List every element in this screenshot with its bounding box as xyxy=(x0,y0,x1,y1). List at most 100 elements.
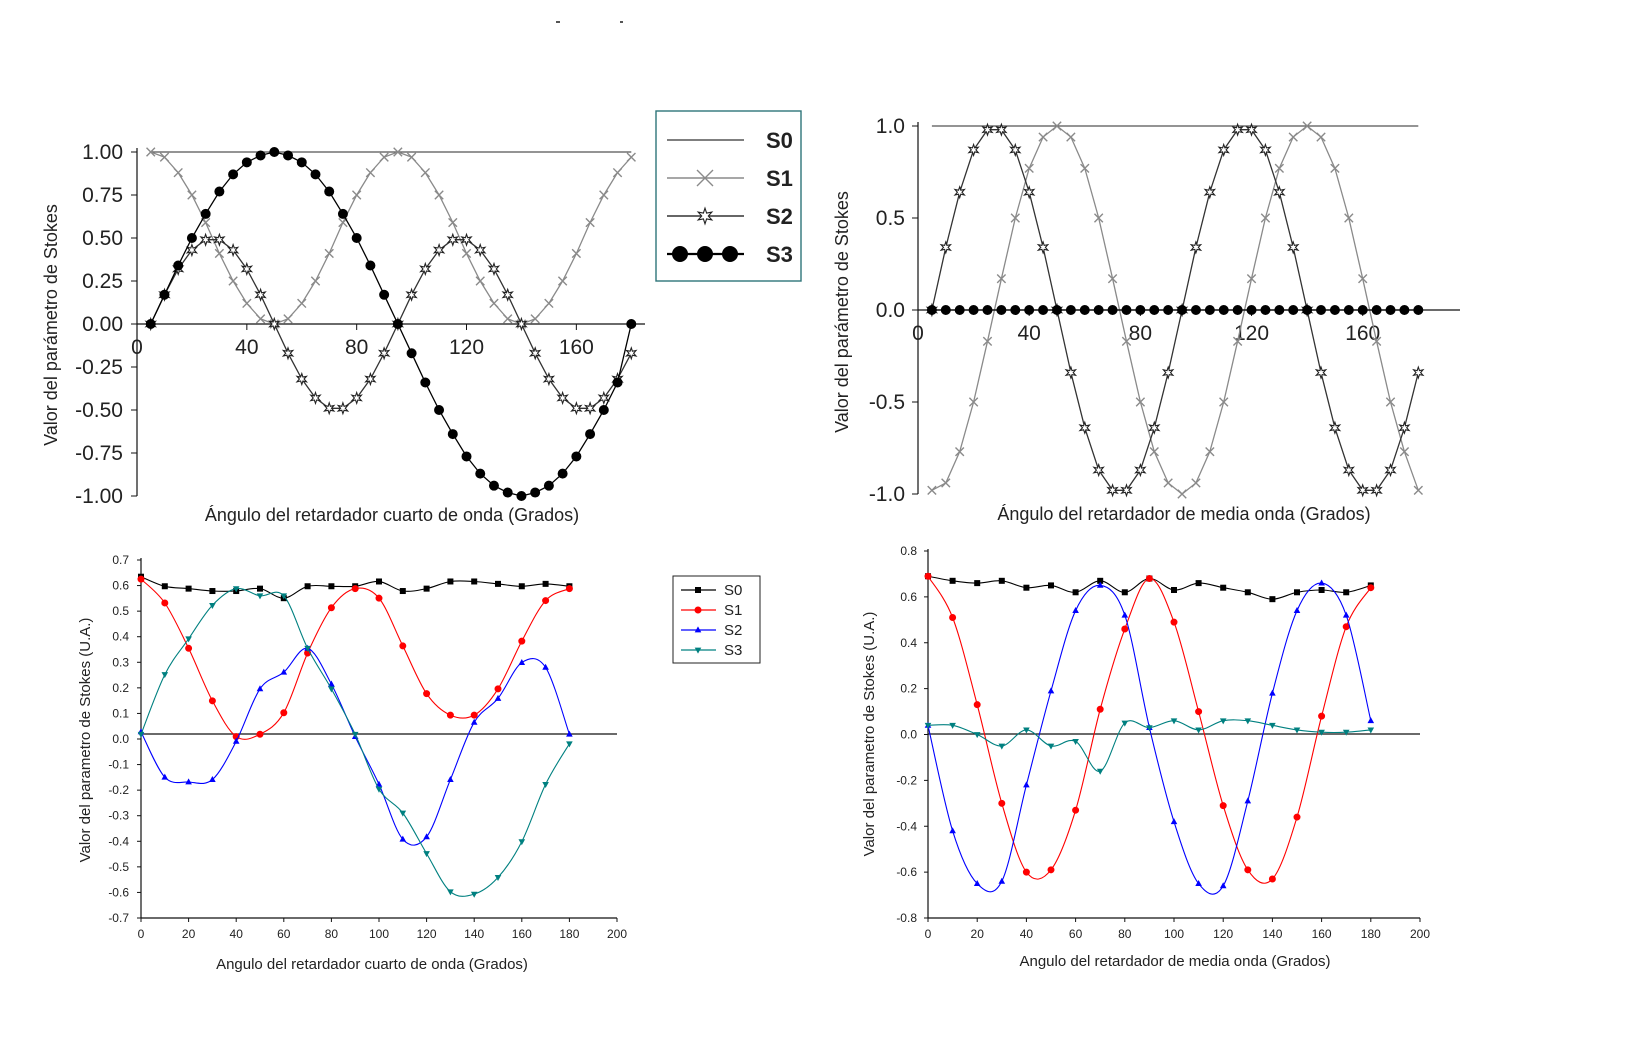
data-point xyxy=(1120,483,1133,498)
data-point xyxy=(1190,305,1201,315)
data-point xyxy=(953,185,966,200)
series-line xyxy=(927,582,1372,895)
data-point xyxy=(626,152,636,162)
legend-top: S0 S1 S2 S3 xyxy=(655,110,802,282)
data-point xyxy=(365,260,376,271)
data-point xyxy=(501,287,514,302)
data-point xyxy=(1163,478,1173,488)
data-point xyxy=(1121,305,1132,315)
series-s2 xyxy=(925,122,1425,498)
data-point xyxy=(949,722,956,729)
data-point xyxy=(949,614,957,622)
y-tick-label: 0.4 xyxy=(900,636,917,650)
data-point xyxy=(941,478,951,488)
data-point xyxy=(557,276,568,286)
series-s2 xyxy=(924,579,1375,895)
data-point xyxy=(565,585,573,593)
y-tick-label: 0.2 xyxy=(900,682,917,696)
y-tick-label: -0.5 xyxy=(869,391,905,414)
y-tick-label: 0.8 xyxy=(900,544,917,558)
data-point xyxy=(1066,132,1076,142)
data-point xyxy=(1371,305,1382,315)
y-tick-label: -0.6 xyxy=(108,885,129,899)
data-point xyxy=(423,833,430,840)
y-tick-label: 0.6 xyxy=(900,590,917,604)
data-point xyxy=(1177,305,1188,315)
data-point xyxy=(1287,240,1300,255)
data-point xyxy=(256,730,264,738)
x-axis-label: Angulo del retardador cuarto de onda (Gr… xyxy=(216,956,528,973)
x-tick-label: 80 xyxy=(325,927,339,941)
data-point xyxy=(1385,397,1396,407)
legend-entry-s2: S2 xyxy=(667,204,793,229)
data-point xyxy=(1163,305,1174,315)
data-point xyxy=(447,775,454,782)
y-tick-label: 1.0 xyxy=(876,115,905,138)
data-point xyxy=(241,157,252,168)
x-tick-label: 160 xyxy=(512,927,532,941)
legend-marker xyxy=(672,246,688,262)
data-point xyxy=(1413,305,1424,315)
data-point xyxy=(557,468,568,479)
data-point xyxy=(949,827,956,834)
data-point xyxy=(544,298,554,309)
data-point xyxy=(973,701,981,709)
data-point xyxy=(1205,446,1215,457)
data-point xyxy=(379,289,390,300)
data-point xyxy=(375,594,383,602)
data-point xyxy=(255,150,266,161)
data-point xyxy=(1219,882,1227,889)
data-point xyxy=(1195,580,1202,587)
data-point xyxy=(423,585,430,592)
x-tick-label: 140 xyxy=(1262,927,1282,941)
data-point xyxy=(489,298,499,309)
legend-label: S3 xyxy=(766,242,793,267)
data-point xyxy=(494,694,502,701)
data-point xyxy=(487,261,501,277)
legend-marker xyxy=(694,647,702,654)
data-point xyxy=(324,186,335,197)
data-point xyxy=(471,578,478,585)
data-point xyxy=(1107,305,1118,315)
data-point xyxy=(1195,879,1202,886)
y-tick-label: -1.00 xyxy=(75,485,123,508)
data-point xyxy=(208,697,216,705)
data-point xyxy=(232,737,240,744)
legend-marker xyxy=(694,606,702,614)
data-point xyxy=(518,839,526,846)
data-point xyxy=(1343,305,1354,315)
data-point xyxy=(1260,213,1271,223)
data-point xyxy=(1121,625,1129,633)
x-tick-label: 160 xyxy=(1345,322,1380,345)
data-point xyxy=(309,390,322,406)
y-tick-label: -0.75 xyxy=(75,442,123,465)
data-point xyxy=(1259,142,1272,158)
data-point xyxy=(1170,618,1178,626)
data-point xyxy=(626,319,637,329)
data-point xyxy=(460,232,473,247)
data-point xyxy=(1047,743,1055,750)
data-point xyxy=(1244,866,1252,874)
data-point xyxy=(446,232,459,247)
data-point xyxy=(1047,866,1055,874)
data-point xyxy=(1219,802,1227,810)
data-point xyxy=(137,575,145,583)
data-point xyxy=(1036,240,1050,255)
data-point xyxy=(461,451,472,462)
data-point xyxy=(296,157,307,168)
series-line xyxy=(140,578,570,740)
legend-label: S0 xyxy=(766,128,793,153)
data-point xyxy=(1412,365,1425,380)
data-point xyxy=(310,169,321,180)
data-point xyxy=(1146,725,1153,732)
data-point xyxy=(1288,305,1299,315)
x-tick-label: 200 xyxy=(1410,927,1430,941)
x-tick-label: 180 xyxy=(559,927,579,941)
data-point xyxy=(214,248,225,259)
data-point xyxy=(1023,727,1030,734)
data-point xyxy=(214,186,225,197)
data-point xyxy=(1038,132,1048,142)
data-point xyxy=(495,580,501,587)
data-point xyxy=(518,637,526,645)
data-point xyxy=(543,480,554,491)
